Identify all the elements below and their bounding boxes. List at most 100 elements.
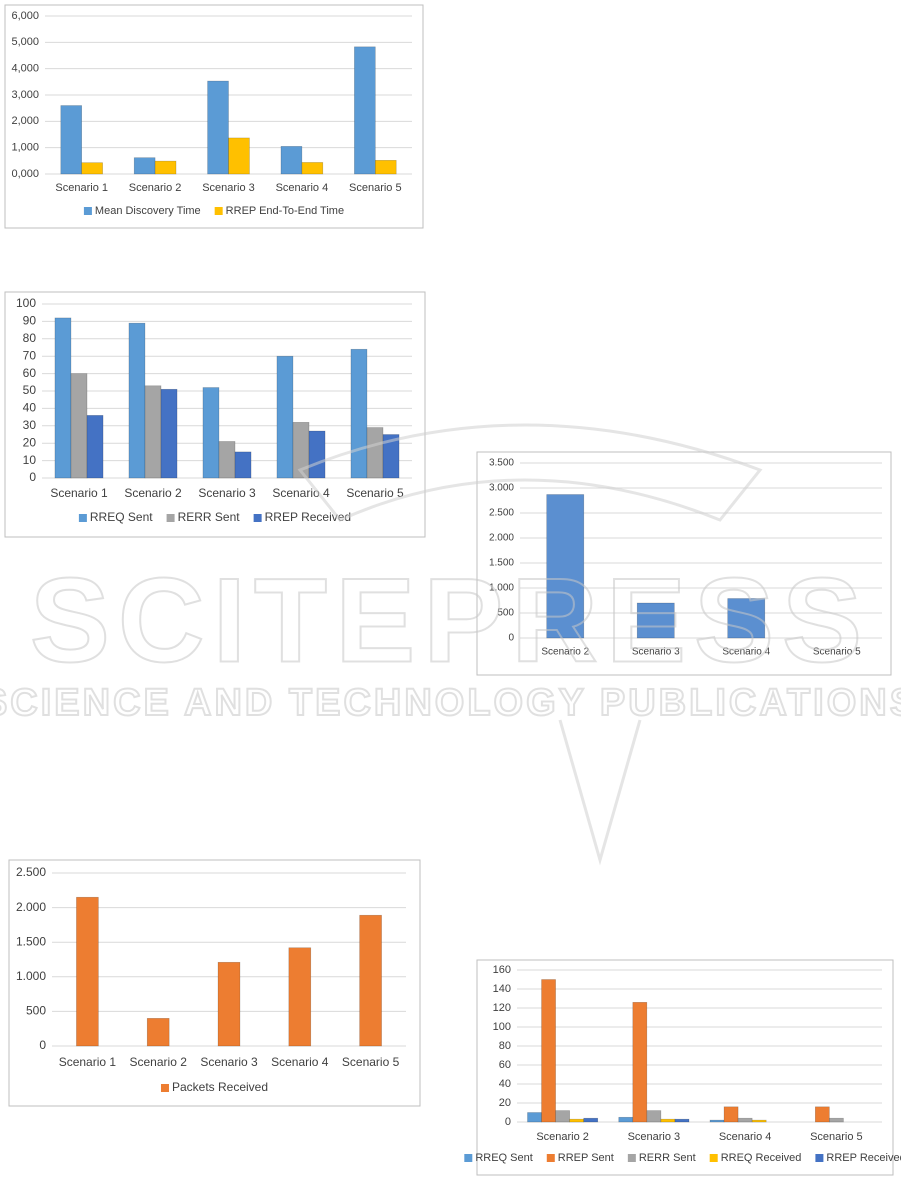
legend-swatch bbox=[627, 1154, 636, 1162]
legend-swatch bbox=[83, 207, 92, 215]
bar bbox=[86, 415, 104, 479]
x-tick-label: Scenario 1 bbox=[55, 182, 108, 194]
legend-swatch bbox=[546, 1154, 555, 1162]
bar bbox=[144, 385, 162, 479]
legend-label: RREP Sent bbox=[558, 1152, 614, 1164]
legend-label: RERR Sent bbox=[639, 1152, 696, 1164]
x-tick-label: Scenario 5 bbox=[349, 182, 402, 194]
y-tick-label: 0 bbox=[39, 1038, 46, 1052]
y-tick-label: 60 bbox=[499, 1059, 511, 1071]
bar bbox=[527, 1112, 542, 1123]
bar bbox=[160, 388, 178, 479]
y-tick-label: 30 bbox=[23, 418, 37, 432]
x-tick-label: Scenario 2 bbox=[130, 1055, 188, 1069]
x-tick-label: Scenario 3 bbox=[628, 1131, 681, 1143]
x-tick-label: Scenario 1 bbox=[50, 486, 108, 500]
bar bbox=[555, 1110, 570, 1123]
bar bbox=[541, 979, 556, 1123]
bar bbox=[133, 157, 156, 175]
bar bbox=[146, 1018, 170, 1047]
y-tick-label: 80 bbox=[23, 331, 37, 345]
bar bbox=[228, 137, 250, 175]
y-tick-label: 2.000 bbox=[16, 900, 46, 914]
bar bbox=[288, 947, 312, 1047]
y-tick-label: 0 bbox=[508, 633, 514, 644]
bar bbox=[674, 1118, 690, 1123]
legend-swatch bbox=[253, 514, 262, 522]
bar bbox=[723, 1106, 739, 1123]
bar bbox=[350, 348, 368, 479]
y-tick-label: 6,000 bbox=[11, 10, 39, 22]
chart: 0 500 1.000 1.500 2.000 2.500 3.000 3.500 Scenar… bbox=[476, 451, 892, 676]
y-tick-label: 500 bbox=[26, 1004, 46, 1018]
y-tick-label: 80 bbox=[499, 1040, 511, 1052]
x-tick-label: Scenario 5 bbox=[342, 1055, 400, 1069]
y-tick-label: 3.500 bbox=[489, 458, 514, 469]
legend-swatch bbox=[709, 1154, 718, 1162]
y-tick-label: 160 bbox=[493, 964, 511, 976]
y-tick-label: 70 bbox=[23, 348, 37, 362]
y-tick-label: 10 bbox=[23, 453, 37, 467]
y-tick-label: 4,000 bbox=[11, 63, 39, 75]
y-tick-label: 500 bbox=[497, 608, 514, 619]
y-tick-label: 20 bbox=[23, 435, 37, 449]
y-tick-label: 1.000 bbox=[16, 969, 46, 983]
legend: RREQ Sent RREP Sent RERR Sent RREQ Received… bbox=[464, 1152, 901, 1164]
legend-swatch bbox=[78, 514, 87, 522]
x-tick-label: Scenario 3 bbox=[632, 647, 680, 658]
bar bbox=[660, 1118, 676, 1123]
legend-label: RREP End-To-End Time bbox=[226, 205, 344, 217]
legend: Mean Discovery Time RREP End-To-End Time bbox=[83, 205, 344, 217]
y-tick-label: 60 bbox=[23, 366, 37, 380]
x-tick-label: Scenario 5 bbox=[810, 1131, 863, 1143]
x-tick-label: Scenario 3 bbox=[202, 182, 255, 194]
legend-label: RREP Received bbox=[265, 510, 351, 524]
bar bbox=[359, 914, 382, 1047]
bar bbox=[737, 1117, 753, 1123]
y-tick-label: 140 bbox=[493, 983, 511, 995]
watermark-title: SCITEPRESS bbox=[30, 554, 870, 688]
y-tick-label: 40 bbox=[23, 401, 37, 415]
bar bbox=[636, 602, 675, 639]
legend-swatch bbox=[815, 1154, 824, 1162]
y-tick-label: 0 bbox=[505, 1116, 511, 1128]
legend-swatch bbox=[214, 207, 223, 215]
y-tick-label: 40 bbox=[499, 1078, 511, 1090]
bar bbox=[829, 1117, 844, 1123]
y-tick-label: 1.000 bbox=[489, 583, 514, 594]
y-tick-label: 0 bbox=[29, 470, 36, 484]
x-tick-label: Scenario 5 bbox=[813, 647, 861, 658]
y-tick-label: 1.500 bbox=[16, 934, 46, 948]
bar bbox=[81, 162, 103, 175]
bar bbox=[54, 317, 72, 479]
bar bbox=[382, 434, 400, 479]
bar bbox=[218, 441, 236, 479]
bar bbox=[128, 322, 146, 479]
legend-label: RREQ Sent bbox=[90, 510, 153, 524]
y-tick-label: 3,000 bbox=[11, 89, 39, 101]
y-tick-label: 2.500 bbox=[16, 865, 46, 879]
y-tick-label: 120 bbox=[493, 1002, 511, 1014]
y-tick-label: 90 bbox=[23, 314, 37, 328]
bar bbox=[70, 373, 88, 479]
bar bbox=[308, 430, 326, 479]
bar bbox=[280, 146, 303, 175]
chart: 0 500 1.000 1.500 2.000 2.500 Scenario 1 Scenar… bbox=[8, 859, 421, 1107]
x-tick-label: Scenario 2 bbox=[124, 486, 182, 500]
charts: 0,000 1,000 2,000 3,000 4,000 5,000 6,000 Scena… bbox=[4, 4, 901, 1176]
x-tick-label: Scenario 3 bbox=[198, 486, 256, 500]
x-tick-label: Scenario 3 bbox=[200, 1055, 258, 1069]
x-tick-label: Scenario 2 bbox=[536, 1131, 589, 1143]
chart: 0,000 1,000 2,000 3,000 4,000 5,000 6,000 Scena… bbox=[4, 4, 424, 229]
watermark-swoosh bbox=[297, 423, 763, 522]
y-tick-label: 100 bbox=[493, 1021, 511, 1033]
legend-label: RREQ Received bbox=[721, 1152, 802, 1164]
chart: 0 10 20 30 40 50 60 70 80 90 100 Scenario 1 Scenario… bbox=[4, 291, 426, 538]
bar bbox=[207, 80, 229, 175]
watermark-subtitle: SCIENCE AND TECHNOLOGY PUBLICATIONS bbox=[0, 682, 901, 724]
y-tick-label: 0,000 bbox=[11, 168, 39, 180]
y-tick-label: 2.000 bbox=[489, 533, 514, 544]
x-tick-label: Scenario 5 bbox=[346, 486, 404, 500]
bar bbox=[646, 1110, 662, 1123]
